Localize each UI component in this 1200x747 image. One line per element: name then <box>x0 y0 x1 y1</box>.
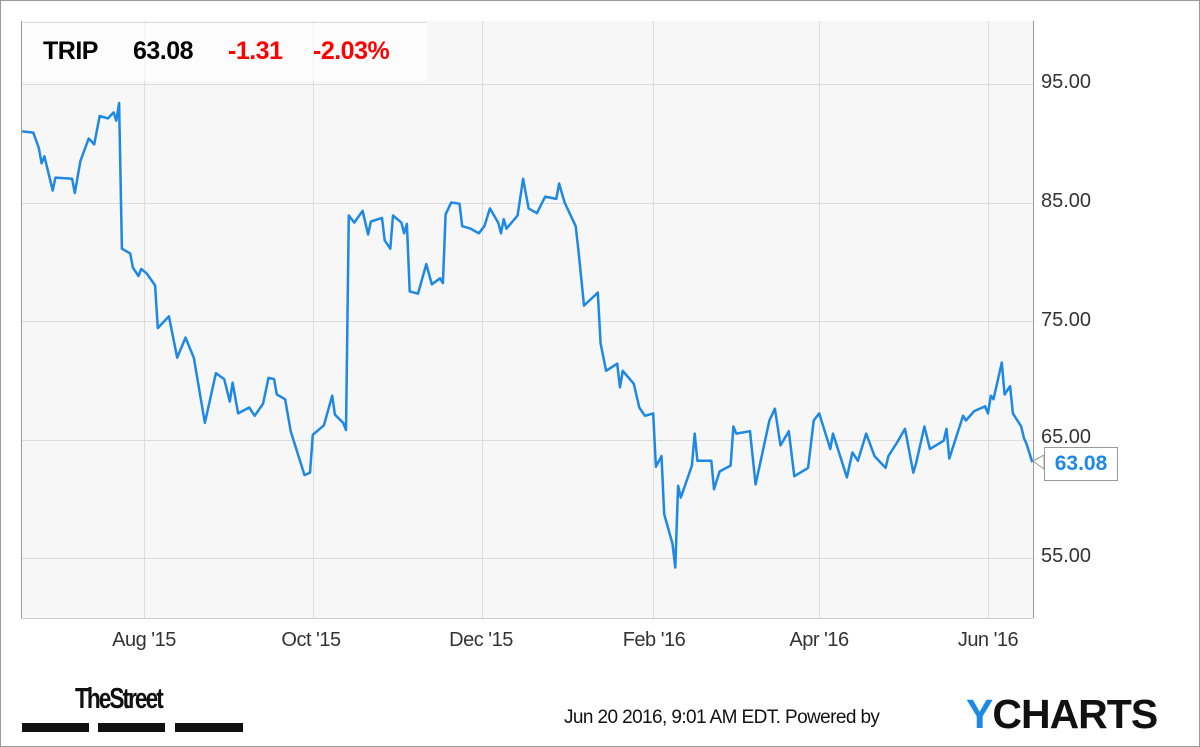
y-tick-label: 75.00 <box>1041 309 1092 331</box>
ycharts-logo: YCHARTS <box>966 691 1158 738</box>
ycharts-logo-y: Y <box>966 691 993 737</box>
thestreet-logo: TheStreet <box>75 683 164 715</box>
thestreet-logo-bar <box>98 723 165 732</box>
thestreet-logo-bar <box>175 723 243 732</box>
last-value-label: 63.08 <box>1044 447 1118 481</box>
x-tick-label: Oct '15 <box>281 629 341 651</box>
x-tick-label: Jun '16 <box>957 629 1019 651</box>
y-tick-label: 55.00 <box>1041 545 1092 567</box>
plot-area <box>21 21 1033 618</box>
last-price: 63.08 <box>133 37 194 65</box>
x-tick-label: Dec '15 <box>449 629 513 651</box>
quote-header: TRIP 63.08 -1.31 -2.03% <box>23 22 427 81</box>
price-change: -1.31 <box>228 37 283 65</box>
price-change-percent: -2.03% <box>313 37 390 65</box>
x-tick-label: Feb '16 <box>622 629 686 651</box>
y-tick-label: 65.00 <box>1041 426 1092 448</box>
x-tick-label: Apr '16 <box>789 629 849 651</box>
thestreet-logo-bar <box>22 723 89 732</box>
x-tick-label: Aug '15 <box>112 629 176 651</box>
ticker-symbol: TRIP <box>43 37 98 65</box>
price-line <box>22 101 1034 569</box>
y-tick-label: 85.00 <box>1041 190 1092 212</box>
timestamp: Jun 20 2016, 9:01 AM EDT. Powered by <box>564 707 880 728</box>
ycharts-logo-text: CHARTS <box>992 691 1158 737</box>
y-tick-label: 95.00 <box>1041 71 1092 93</box>
last-value-pointer <box>1032 454 1045 470</box>
